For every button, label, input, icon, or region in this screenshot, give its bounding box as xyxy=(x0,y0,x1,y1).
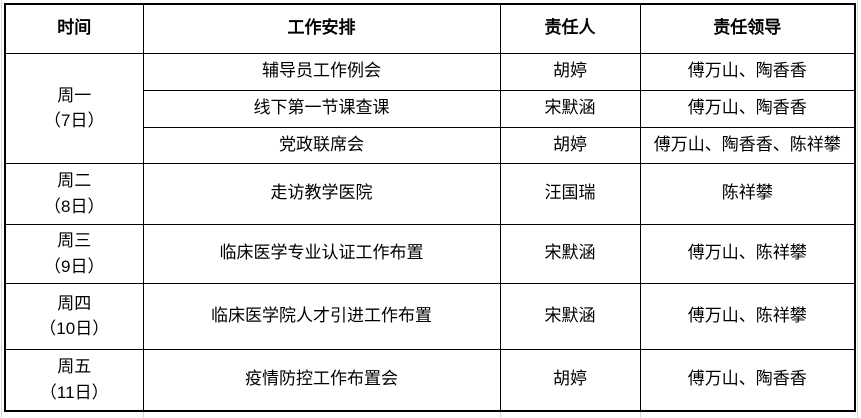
day-date: （10日） xyxy=(39,319,110,338)
day-cell-monday: 周一 （7日） xyxy=(4,52,144,164)
header-person: 责任人 xyxy=(499,3,641,54)
table-row-monday-2: 线下第一节课查课 宋默涵 傅万山、陶香香 xyxy=(5,89,856,128)
table-row-wednesday: 周三 （9日） 临床医学专业认证工作布置 宋默涵 傅万山、陈祥攀 xyxy=(4,223,856,284)
leader-cell: 傅万山、陈祥攀 xyxy=(639,282,856,350)
table-row-friday: 周五 （11日） 疫情防控工作布置会 胡婷 傅万山、陶香香 xyxy=(4,348,856,412)
day-date: （9日） xyxy=(44,256,105,276)
person-cell: 宋默涵 xyxy=(499,282,641,350)
header-work: 工作安排 xyxy=(142,3,501,54)
leader-cell: 傅万山、陶香香 xyxy=(639,52,856,91)
sheet-gridline-left xyxy=(1,0,2,418)
header-time: 时间 xyxy=(4,3,144,54)
table-row-thursday: 周四 （10日） 临床医学院人才引进工作布置 宋默涵 傅万山、陈祥攀 xyxy=(4,282,856,350)
person-cell: 胡婷 xyxy=(499,348,641,412)
person-cell: 胡婷 xyxy=(499,52,641,91)
day-name: 周四 xyxy=(57,293,92,313)
weekly-schedule-table: 时间 工作安排 责任人 责任领导 周一 （7日） 辅导员工作例会 胡婷 傅万山、… xyxy=(4,3,856,412)
day-name: 周三 xyxy=(57,231,92,250)
day-cell-thursday: 周四 （10日） xyxy=(4,282,144,350)
leader-cell: 傅万山、陶香香 xyxy=(639,348,856,412)
leader-cell: 傅万山、陶香香、陈祥攀 xyxy=(639,126,856,164)
task-cell: 走访教学医院 xyxy=(142,162,501,225)
leader-cell: 傅万山、陶香香 xyxy=(639,89,856,128)
person-cell: 宋默涵 xyxy=(499,89,641,128)
table-row-monday-3: 党政联席会 胡婷 傅万山、陶香香、陈祥攀 xyxy=(5,126,856,164)
sheet-gridline-right xyxy=(857,0,858,418)
day-date: （8日） xyxy=(44,196,105,216)
day-cell-wednesday: 周三 （9日） xyxy=(4,223,144,284)
day-date: （11日） xyxy=(39,382,109,402)
day-cell-tuesday: 周二 （8日） xyxy=(4,162,144,225)
person-cell: 胡婷 xyxy=(499,126,641,164)
day-date: （7日） xyxy=(44,111,105,130)
leader-cell: 陈祥攀 xyxy=(639,162,856,225)
task-cell: 党政联席会 xyxy=(142,126,501,164)
table-header-row: 时间 工作安排 责任人 责任领导 xyxy=(4,3,856,54)
sheet-gridline-stub xyxy=(143,411,144,418)
task-cell: 辅导员工作例会 xyxy=(142,52,501,91)
day-name: 周五 xyxy=(57,357,92,377)
task-cell: 线下第一节课查课 xyxy=(142,89,501,128)
day-name: 周一 xyxy=(57,85,92,105)
sheet-gridline-stub xyxy=(640,411,641,418)
task-cell: 临床医学院人才引进工作布置 xyxy=(142,282,501,350)
header-leader: 责任领导 xyxy=(639,3,856,54)
person-cell: 宋默涵 xyxy=(499,223,641,284)
task-cell: 临床医学专业认证工作布置 xyxy=(142,223,501,284)
person-cell: 汪国瑞 xyxy=(499,162,641,225)
table-row-monday-1: 周一 （7日） 辅导员工作例会 胡婷 傅万山、陶香香 xyxy=(4,52,856,164)
day-cell-friday: 周五 （11日） xyxy=(4,348,144,412)
day-name: 周二 xyxy=(57,171,92,190)
sheet-gridline-stub xyxy=(500,411,501,418)
leader-cell: 傅万山、陈祥攀 xyxy=(639,223,856,284)
task-cell: 疫情防控工作布置会 xyxy=(142,348,501,412)
table-row-tuesday: 周二 （8日） 走访教学医院 汪国瑞 陈祥攀 xyxy=(4,162,856,225)
